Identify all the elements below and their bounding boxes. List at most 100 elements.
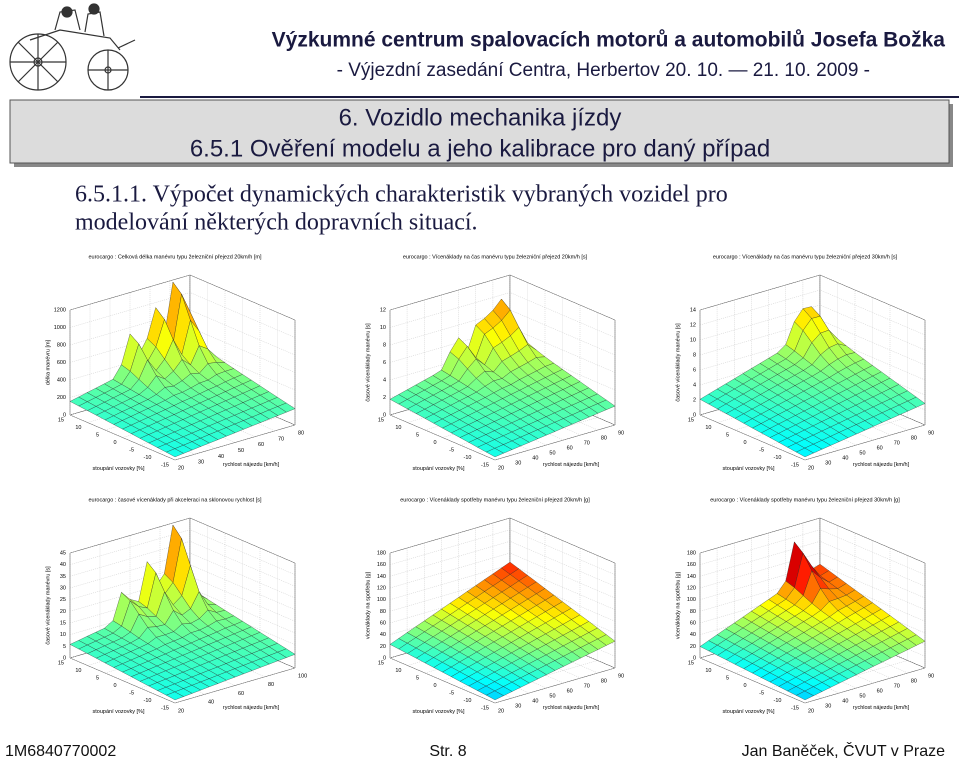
z-label: délka manévru [m]: [45, 339, 51, 385]
z-tick-label: 15: [60, 620, 66, 626]
z-tick-label: 4: [383, 377, 386, 383]
y-tick-label: -5: [449, 447, 454, 453]
grid-line: [787, 312, 908, 453]
z-tick-label: 160: [687, 562, 696, 568]
z-tick-label: 140: [687, 574, 696, 580]
y-tick-label: -15: [791, 705, 799, 711]
x-tick-label: 60: [877, 445, 883, 451]
z-tick-label: 120: [377, 585, 386, 591]
grid-line: [477, 312, 598, 453]
grid-line: [389, 517, 616, 564]
z-tick-label: 0: [383, 412, 386, 418]
y-tick-label: 10: [395, 425, 401, 431]
x-tick-label: 90: [928, 673, 934, 679]
heading-line: modelování některých dopravních situací.: [75, 210, 478, 236]
grid-line: [699, 517, 926, 564]
z-tick-label: 12: [380, 307, 386, 313]
z-tick-label: 5: [63, 644, 66, 650]
y-tick-label: 5: [726, 432, 729, 438]
z-tick-label: 0: [693, 412, 696, 418]
grid-line: [787, 555, 908, 696]
surface-plot: eurocargo : Vícenáklady spotřeby manévru…: [675, 497, 934, 715]
y-tick-label: 10: [75, 425, 81, 431]
y-tick-label: 15: [58, 660, 64, 666]
z-tick-label: 2: [693, 397, 696, 403]
z-tick-label: 40: [60, 562, 66, 568]
z-tick-label: 12: [690, 322, 696, 328]
x-tick-label: 40: [842, 698, 848, 704]
y-tick-label: -5: [759, 447, 764, 453]
plots: eurocargo : Celková délka manévru typu ž…: [45, 254, 934, 715]
z-tick-label: 0: [383, 655, 386, 661]
z-tick-label: 1200: [54, 307, 66, 313]
y-tick-label: -10: [774, 698, 782, 704]
x-label: rychlost nájezdu [km/h]: [543, 462, 600, 468]
z-tick-label: 20: [60, 609, 66, 615]
z-tick-label: 10: [380, 325, 386, 331]
y-tick-label: -10: [464, 698, 472, 704]
x-tick-label: 70: [894, 440, 900, 446]
surface-patch: [485, 690, 504, 701]
z-tick-label: 25: [60, 597, 66, 603]
z-tick-label: 40: [690, 632, 696, 638]
x-tick-label: 80: [911, 435, 917, 441]
y-tick-label: 0: [113, 683, 116, 689]
header-subtitle: - Výjezdní zasedání Centra, Herbertov 20…: [337, 60, 870, 81]
x-label: rychlost nájezdu [km/h]: [853, 462, 910, 468]
y-tick-label: -15: [481, 462, 489, 468]
y-tick-label: 15: [58, 417, 64, 423]
footer-center: Str. 8: [429, 743, 466, 760]
x-tick-label: 20: [808, 465, 814, 471]
z-tick-label: 60: [690, 620, 696, 626]
x-tick-label: 70: [894, 683, 900, 689]
x-tick-label: 40: [532, 698, 538, 704]
y-tick-label: -5: [449, 690, 454, 696]
section-subtitle: 6.5.1 Ověření modelu a jeho kalibrace pr…: [190, 135, 770, 162]
z-tick-label: 45: [60, 550, 66, 556]
z-tick-label: 6: [693, 367, 696, 373]
y-tick-label: -15: [791, 462, 799, 468]
x-tick-label: 40: [532, 455, 538, 461]
x-tick-label: 30: [825, 460, 831, 466]
z-tick-label: 20: [380, 644, 386, 650]
x-tick-label: 60: [567, 688, 573, 694]
y-tick-label: 15: [378, 417, 384, 423]
x-tick-label: 70: [278, 436, 284, 442]
x-tick-label: 100: [298, 673, 307, 679]
surface-patch: [795, 447, 814, 458]
x-tick-label: 30: [515, 703, 521, 709]
plot-title: eurocargo : Vícenáklady spotřeby manévru…: [400, 497, 590, 503]
x-label: rychlost nájezdu [km/h]: [543, 705, 600, 711]
grid-line: [699, 553, 806, 704]
x-tick-label: 20: [808, 708, 814, 714]
x-tick-label: 60: [877, 688, 883, 694]
x-tick-label: 80: [601, 435, 607, 441]
x-tick-label: 40: [208, 700, 214, 706]
x-tick-label: 80: [298, 430, 304, 436]
y-tick-label: 5: [416, 675, 419, 681]
z-tick-label: 10: [60, 632, 66, 638]
y-tick-label: -15: [161, 705, 169, 711]
surface-plot: eurocargo : Vícenáklady na čas manévru t…: [365, 254, 624, 472]
plot-title: eurocargo : Vícenáklady na čas manévru t…: [403, 254, 588, 260]
grid-line: [69, 517, 296, 564]
y-tick-label: 0: [113, 440, 116, 446]
y-tick-label: 10: [75, 668, 81, 674]
x-tick-label: 30: [825, 703, 831, 709]
y-tick-label: -10: [144, 698, 152, 704]
z-tick-label: 80: [690, 609, 696, 615]
x-tick-label: 80: [268, 682, 274, 688]
x-tick-label: 50: [238, 448, 244, 454]
x-tick-label: 20: [178, 465, 184, 471]
y-label: stoupání vozovky [%]: [93, 466, 145, 472]
surface-plot: eurocargo : časové vícenáklady při akcel…: [45, 497, 307, 715]
plot-title: eurocargo : Vícenáklady na čas manévru t…: [713, 254, 898, 260]
y-tick-label: 15: [688, 417, 694, 423]
y-label: stoupání vozovky [%]: [413, 466, 465, 472]
z-label: časové vícenáklady manévru [s]: [365, 323, 371, 402]
z-label: vícenáklady na spotřebu [g]: [675, 571, 681, 639]
y-tick-label: 5: [416, 432, 419, 438]
y-label: stoupání vozovky [%]: [723, 709, 775, 715]
x-tick-label: 20: [498, 708, 504, 714]
